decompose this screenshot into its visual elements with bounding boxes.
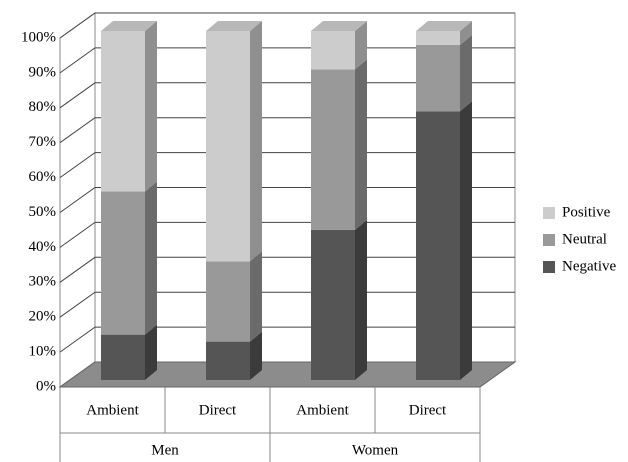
bar bbox=[206, 31, 250, 262]
bar-side bbox=[460, 21, 472, 45]
bar-side bbox=[460, 101, 472, 381]
grid-line bbox=[59, 82, 515, 109]
bar bbox=[416, 31, 460, 45]
bar-side bbox=[355, 21, 367, 70]
grid-line bbox=[59, 187, 515, 213]
bar-top bbox=[416, 21, 472, 31]
y-tick-label: 0% bbox=[36, 378, 56, 394]
legend-swatch bbox=[543, 234, 555, 246]
legend-label: Positive bbox=[562, 204, 611, 220]
bar-top bbox=[206, 21, 262, 31]
group-label: Men bbox=[151, 442, 179, 458]
legend-label: Neutral bbox=[562, 231, 607, 247]
legend-swatch bbox=[543, 261, 555, 273]
bar-side bbox=[460, 34, 472, 112]
bar bbox=[311, 69, 355, 230]
bar bbox=[311, 229, 355, 380]
grid-line bbox=[59, 256, 515, 283]
legend-label: Negative bbox=[562, 258, 616, 274]
bar-side bbox=[355, 59, 367, 230]
floor bbox=[58, 361, 517, 388]
y-tick-label: 30% bbox=[29, 274, 57, 290]
y-tick-label: 70% bbox=[29, 134, 57, 150]
grid-line bbox=[59, 221, 515, 248]
bar bbox=[416, 44, 460, 112]
legend-swatch bbox=[543, 207, 555, 219]
grid-line bbox=[59, 12, 515, 39]
bar-side bbox=[250, 331, 262, 380]
grid-line bbox=[59, 326, 515, 353]
bar-top bbox=[311, 21, 367, 31]
x-tick-label: Ambient bbox=[296, 402, 349, 418]
bar-side bbox=[145, 324, 157, 380]
bar-side bbox=[250, 21, 262, 262]
y-tick-label: 40% bbox=[29, 239, 57, 255]
group-label: Women bbox=[352, 442, 399, 458]
y-tick-label: 90% bbox=[29, 64, 57, 80]
y-tick-label: 60% bbox=[29, 169, 57, 185]
y-tick-label: 10% bbox=[29, 344, 57, 360]
bar-side bbox=[145, 21, 157, 192]
x-tick-label: Direct bbox=[409, 402, 447, 418]
bar-side bbox=[145, 181, 157, 335]
bar bbox=[101, 31, 145, 192]
x-tick-label: Direct bbox=[199, 402, 237, 418]
y-tick-label: 20% bbox=[29, 309, 57, 325]
bar-side bbox=[355, 219, 367, 380]
bar bbox=[101, 334, 145, 380]
grid-line bbox=[59, 152, 515, 179]
grid-line bbox=[59, 47, 515, 74]
bar bbox=[206, 261, 250, 342]
bar bbox=[416, 111, 460, 381]
bar bbox=[206, 341, 250, 380]
y-tick-label: 100% bbox=[21, 29, 56, 45]
grid-line bbox=[59, 117, 515, 144]
y-tick-label: 50% bbox=[29, 204, 57, 220]
bar bbox=[101, 191, 145, 335]
grid-line bbox=[59, 291, 515, 318]
y-tick-label: 80% bbox=[29, 99, 57, 115]
x-tick-label: Ambient bbox=[86, 402, 139, 418]
bar-side bbox=[250, 251, 262, 342]
bar bbox=[311, 31, 355, 70]
bar-top bbox=[101, 21, 157, 31]
